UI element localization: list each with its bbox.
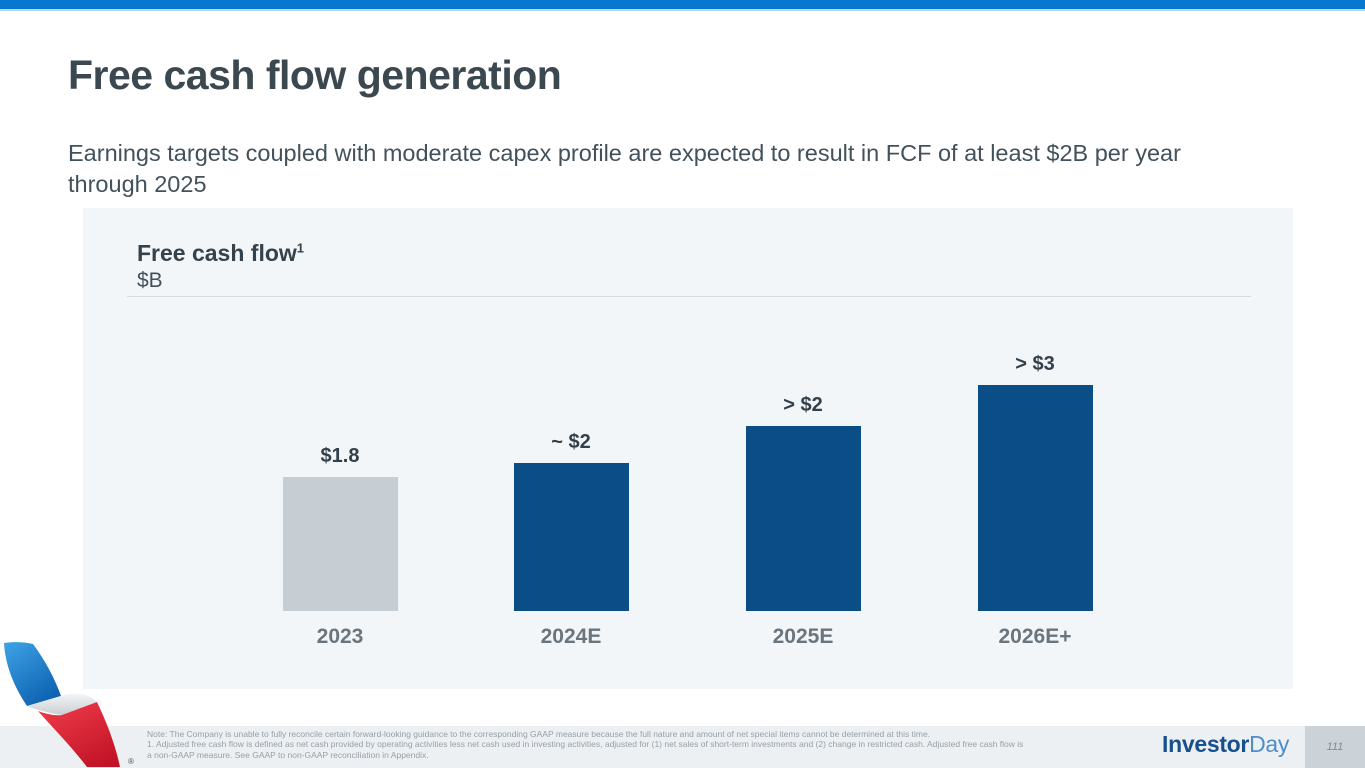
x-axis-label-2023: 2023 [316,625,364,648]
footnote-line: 1. Adjusted free cash flow is defined as… [147,739,1024,750]
bar-group-2026e: > $3 [955,353,1115,611]
aa-logo-red-wing [38,702,120,767]
investor-day-logo-day: Day [1249,731,1290,757]
bar-2025e [745,426,861,611]
chart-divider-line [127,296,1251,297]
aa-logo-blue-wing [4,642,61,706]
investor-day-logo: InvestorDay [1162,731,1289,758]
bar-2023 [282,477,398,611]
bar-2026e [977,385,1093,611]
x-axis-label-2026e: 2026E+ [998,625,1072,648]
american-airlines-flight-symbol-logo [4,642,120,767]
footnote-line: Note: The Company is unable to fully rec… [147,729,931,739]
footnote-line: a non-GAAP measure. See GAAP to non-GAAP… [147,749,429,760]
bar-value-label: ~ $2 [551,431,591,453]
investor-day-logo-investor: Investor [1162,731,1250,757]
bar-group-2025e: > $2 [723,394,883,611]
page-number: 111 [1326,741,1344,753]
page-title: Free cash flow generation [68,52,562,98]
bar-value-label: $1.8 [320,445,360,467]
bar-group-2024e: ~ $2 [491,431,651,611]
chart-unit-label: $B [137,269,163,292]
x-axis-label-2024e: 2024E [540,625,602,648]
bar-value-label: > $3 [1015,353,1055,375]
bar-group-2023: $1.8 [260,445,420,611]
page-number-box: 111 [1305,726,1365,768]
bar-value-label: > $2 [783,394,823,416]
registered-trademark-symbol: ® [128,757,134,766]
footnotes: Note: The Company is unable to fully rec… [147,729,1023,760]
chart-title: Free cash flow1 [137,240,304,267]
free-cash-flow-chart: Free cash flow1 $B $1.8 ~ $2 > $2 > $3 2… [83,208,1293,689]
footer-band: Note: The Company is unable to fully rec… [0,726,1365,768]
chart-title-text: Free cash flow [137,240,297,266]
top-accent-bar [0,0,1365,11]
slide-subtitle: Earnings targets coupled with moderate c… [68,140,1181,197]
bar-2024e [513,463,629,611]
chart-title-footnote-marker: 1 [296,240,305,256]
x-axis-label-2025e: 2025E [772,625,834,648]
